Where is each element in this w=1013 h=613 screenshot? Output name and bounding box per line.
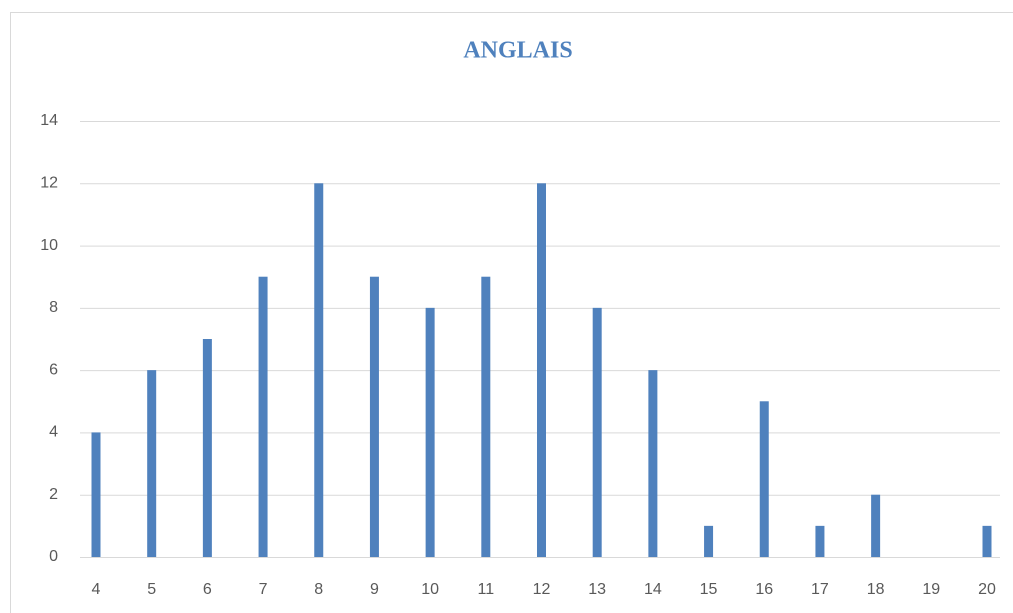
x-tick-label: 10 [421,581,439,598]
x-tick-label: 15 [700,581,718,598]
bar [481,276,491,557]
x-tick-label: 5 [147,581,156,598]
y-tick-label: 8 [49,299,58,316]
x-tick-label: 17 [811,581,829,598]
bar [91,432,101,557]
bar [425,307,435,557]
x-tick-label: 13 [588,581,606,598]
x-tick-label: 16 [755,581,773,598]
y-tick-label: 4 [49,424,58,441]
x-tick-label: 4 [92,581,101,598]
x-tick-label: 12 [533,581,551,598]
bar [147,370,157,557]
bar [648,370,658,557]
x-tick-label: 19 [922,581,940,598]
y-tick-label: 0 [49,548,58,565]
x-tick-label: 20 [978,581,996,598]
bar [704,525,714,557]
bar [537,183,546,558]
x-tick-label: 9 [370,581,379,598]
bar [815,525,825,557]
x-tick-label: 11 [478,581,495,598]
y-tick-label: 2 [49,486,58,503]
chart-title: ANGLAIS [463,38,572,64]
x-tick-label: 14 [644,581,662,598]
bar [314,183,324,558]
bar [258,276,268,557]
x-tick-label: 18 [867,581,885,598]
bar [592,307,602,557]
chart-border [10,12,1013,613]
bar [369,276,379,557]
y-tick-label: 6 [49,361,58,378]
bar [202,339,212,557]
bar [982,525,992,557]
y-tick-label: 10 [40,237,58,254]
x-tick-label: 8 [314,581,323,598]
y-tick-label: 14 [40,112,58,129]
x-tick-label: 6 [203,581,212,598]
x-tick-label: 7 [259,581,268,598]
y-tick-label: 12 [40,175,58,192]
bar [759,401,769,557]
bar [871,494,881,557]
